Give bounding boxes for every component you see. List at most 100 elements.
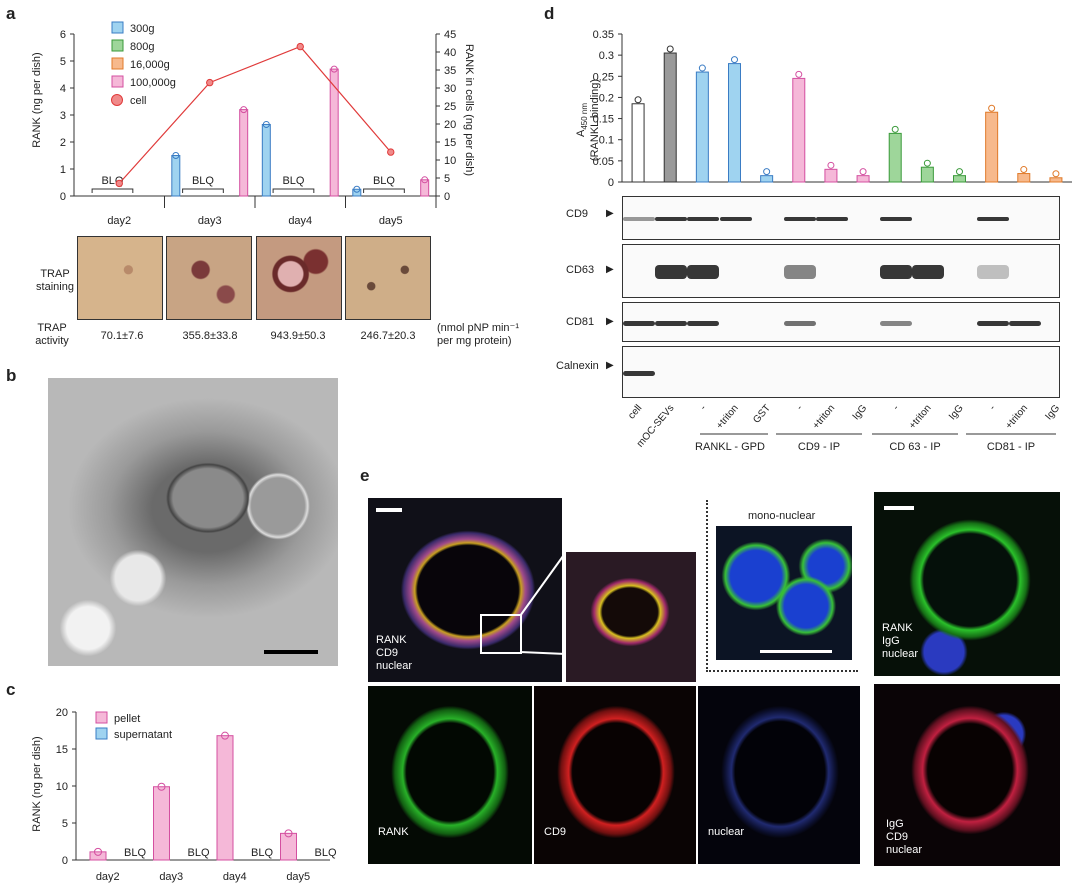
trap-photo-day4 bbox=[256, 236, 342, 320]
a-bar-point bbox=[262, 120, 270, 128]
d-lane-label: +triton bbox=[1004, 403, 1030, 432]
a-blq-bracket bbox=[91, 188, 134, 193]
blot-band bbox=[655, 217, 688, 221]
blot-label-calnexin: Calnexin bbox=[556, 360, 599, 372]
d-y-label-rankl: (RANKL binding) bbox=[589, 79, 601, 161]
legend-cell: cell bbox=[130, 95, 147, 107]
trap-staining-label: TRAP staining bbox=[20, 268, 90, 294]
legend-300g: 300g bbox=[130, 23, 154, 35]
d-lane-label: IgG bbox=[851, 403, 870, 423]
d-point bbox=[859, 168, 867, 176]
blot-band bbox=[976, 265, 1009, 279]
c-y-tick-label: 15 bbox=[56, 744, 68, 756]
a-y-tick-label: 3 bbox=[60, 110, 66, 122]
c-x-label: day5 bbox=[286, 871, 310, 883]
d-y-tick-label: 0.25 bbox=[593, 71, 614, 83]
d-point bbox=[1052, 170, 1060, 178]
a-y-tick-label: 2 bbox=[60, 137, 66, 149]
d-point bbox=[634, 96, 642, 104]
blot-band bbox=[976, 217, 1009, 221]
legend-pellet: pellet bbox=[114, 713, 140, 725]
c-y-tick-label: 5 bbox=[62, 818, 68, 830]
e-scale-bar-2 bbox=[884, 506, 914, 510]
e-label-merge2: RANK IgG nuclear bbox=[882, 622, 918, 661]
e-zoom-image bbox=[566, 552, 696, 682]
blot-band bbox=[912, 265, 945, 279]
a-x-label: day5 bbox=[379, 215, 403, 227]
legend-swatch-16000g bbox=[111, 57, 124, 70]
a-bar-point bbox=[172, 152, 180, 159]
blot-band bbox=[687, 217, 720, 221]
em-scale-bar bbox=[264, 650, 318, 654]
a-y-tick-label: 5 bbox=[60, 56, 66, 68]
blot-strip-calnexin bbox=[622, 346, 1060, 398]
trap-activity-line1: TRAP bbox=[37, 322, 67, 334]
c-x-label: day2 bbox=[96, 871, 120, 883]
legend-swatch-pellet bbox=[95, 711, 108, 724]
arrow-cd63: ▶ bbox=[606, 264, 614, 275]
blot-band bbox=[687, 320, 720, 326]
blot-band bbox=[623, 320, 656, 326]
c-point-pellet bbox=[94, 847, 102, 856]
d-lane-label: - bbox=[891, 403, 902, 413]
e-mono-frame bbox=[706, 500, 858, 672]
arrow-calnexin: ▶ bbox=[606, 360, 614, 371]
trap-value-day4: 943.9±50.3 bbox=[270, 330, 326, 342]
a-bar bbox=[329, 68, 339, 197]
c-y-tick-label: 20 bbox=[56, 707, 68, 719]
legend-supernatant: supernatant bbox=[114, 729, 172, 741]
d-lane-label: - bbox=[987, 403, 998, 413]
d-y-tick-label: 0.15 bbox=[593, 114, 614, 126]
blot-band bbox=[815, 217, 848, 221]
d-lane-label: cell bbox=[626, 403, 644, 422]
e-merge3-l2: CD9 bbox=[886, 831, 909, 843]
trap-value-day5: 246.7±20.3 bbox=[360, 330, 416, 342]
e-scale-bar-1 bbox=[376, 508, 402, 512]
trap-value-day2: 70.1±7.6 bbox=[100, 330, 144, 342]
e-label-nuclear: nuclear bbox=[708, 826, 745, 838]
a-bar bbox=[261, 123, 271, 197]
blot-band bbox=[687, 265, 720, 279]
d-bar bbox=[888, 132, 902, 183]
legend-swatch-cell bbox=[111, 94, 123, 106]
d-point bbox=[763, 168, 771, 176]
c-point-pellet bbox=[157, 782, 166, 791]
d-point bbox=[795, 70, 803, 78]
d-point bbox=[731, 56, 738, 64]
d-point bbox=[956, 168, 963, 176]
group-cd81-ip: CD81 - IP bbox=[987, 441, 1035, 453]
blot-strip-cd81 bbox=[622, 302, 1060, 342]
blot-band bbox=[783, 265, 816, 279]
d-lane-label: GST bbox=[751, 403, 773, 426]
blot-label-cd63: CD63 bbox=[566, 264, 595, 276]
d-bar bbox=[824, 168, 838, 183]
e-merge2-l1: RANK bbox=[882, 622, 913, 634]
d-bar bbox=[985, 111, 999, 183]
trap-activity-unit: (nmol pNP min⁻¹ per mg protein) bbox=[437, 322, 519, 348]
e-mono-label: mono-nuclear bbox=[748, 510, 816, 522]
a-bar bbox=[239, 109, 249, 197]
d-point bbox=[1020, 166, 1028, 174]
blot-band bbox=[880, 217, 913, 221]
e-igg-cd9: IgG CD9 nuclear bbox=[874, 684, 1060, 866]
d-y-tick-label: 0.3 bbox=[599, 50, 614, 62]
blot-band bbox=[783, 320, 816, 326]
a-cell-line bbox=[118, 45, 392, 184]
a-y2-tick-label: 5 bbox=[444, 173, 450, 185]
a-blq-bracket bbox=[363, 188, 405, 193]
e-merge3-l1: IgG bbox=[886, 818, 904, 830]
arrow-cd9: ▶ bbox=[606, 208, 614, 219]
d-lane-label: - bbox=[698, 403, 709, 413]
panel-label-e: e bbox=[360, 466, 370, 485]
a-blq-label: BLQ bbox=[373, 175, 395, 187]
e-label-merge3: IgG CD9 nuclear bbox=[886, 818, 922, 857]
panel-label-a: a bbox=[6, 4, 16, 23]
western-blots bbox=[622, 196, 1060, 398]
panel-a-chart: 0123456051015202530354045day2BLQday3BLQd… bbox=[31, 21, 475, 227]
blot-band bbox=[719, 217, 752, 221]
legend-swatch-100000g bbox=[111, 75, 124, 88]
trap-photo-day2 bbox=[77, 236, 163, 320]
panel-label-d: d bbox=[544, 4, 555, 23]
a-y-tick-label: 4 bbox=[60, 83, 66, 95]
legend-swatch-supernatant bbox=[95, 727, 108, 740]
